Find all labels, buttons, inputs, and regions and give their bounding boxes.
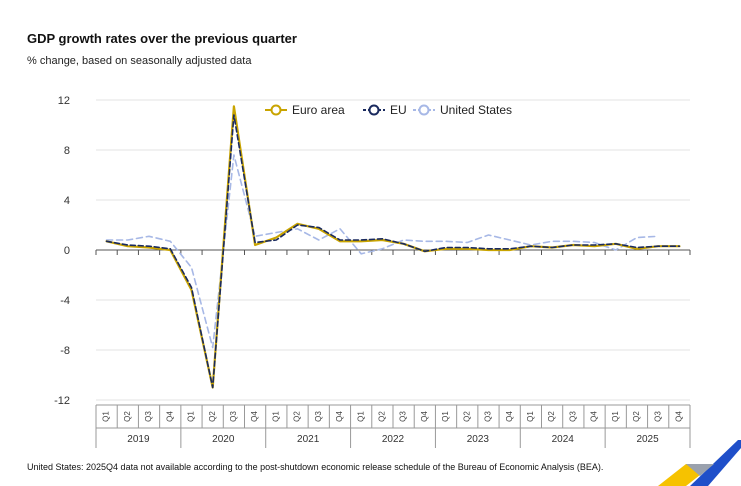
quarter-tick-label: Q4 bbox=[675, 411, 684, 422]
quarter-tick-label: Q1 bbox=[271, 411, 280, 422]
quarter-tick-label: Q4 bbox=[165, 411, 174, 422]
quarter-tick-label: Q1 bbox=[526, 411, 535, 422]
quarter-tick-label: Q3 bbox=[144, 411, 153, 422]
year-tick-label: 2024 bbox=[552, 434, 575, 445]
quarter-tick-label: Q2 bbox=[378, 411, 387, 422]
y-tick-label: -4 bbox=[60, 295, 70, 307]
quarter-tick-label: Q4 bbox=[590, 411, 599, 422]
quarter-tick-label: Q4 bbox=[250, 411, 259, 422]
y-tick-label: -8 bbox=[60, 345, 70, 357]
quarter-tick-label: Q4 bbox=[420, 411, 429, 422]
y-tick-label: -12 bbox=[54, 395, 70, 407]
y-tick-label: 0 bbox=[64, 245, 70, 257]
quarter-tick-label: Q3 bbox=[229, 411, 238, 422]
footnote: United States: 2025Q4 data not available… bbox=[27, 462, 604, 472]
legend-marker bbox=[368, 104, 380, 116]
y-tick-label: 4 bbox=[64, 195, 70, 207]
chart-subtitle: % change, based on seasonally adjusted d… bbox=[27, 55, 252, 67]
quarter-tick-label: Q1 bbox=[187, 411, 196, 422]
y-tick-label: 8 bbox=[64, 145, 70, 157]
quarter-tick-label: Q2 bbox=[547, 411, 556, 422]
chart-title: GDP growth rates over the previous quart… bbox=[27, 31, 297, 46]
quarter-tick-label: Q1 bbox=[611, 411, 620, 422]
legend-label: EU bbox=[390, 103, 407, 117]
quarter-tick-label: Q1 bbox=[102, 411, 111, 422]
quarter-tick-label: Q4 bbox=[505, 411, 514, 422]
quarter-tick-label: Q3 bbox=[653, 411, 662, 422]
legend-marker bbox=[418, 104, 430, 116]
year-tick-label: 2025 bbox=[636, 434, 659, 445]
series-line-eu bbox=[105, 114, 681, 389]
year-tick-label: 2021 bbox=[297, 434, 320, 445]
series-line-euro-area bbox=[105, 105, 681, 389]
quarter-tick-label: Q3 bbox=[484, 411, 493, 422]
year-tick-label: 2023 bbox=[467, 434, 490, 445]
logo-gray-shape bbox=[686, 464, 714, 476]
year-tick-label: 2022 bbox=[382, 434, 405, 445]
legend-marker bbox=[270, 104, 282, 116]
quarter-tick-label: Q3 bbox=[314, 411, 323, 422]
y-tick-label: 12 bbox=[58, 95, 70, 107]
series-line-united-states bbox=[105, 154, 659, 349]
quarter-tick-label: Q2 bbox=[462, 411, 471, 422]
quarter-tick-label: Q1 bbox=[441, 411, 450, 422]
quarter-tick-label: Q2 bbox=[208, 411, 217, 422]
quarter-tick-label: Q2 bbox=[632, 411, 641, 422]
eurostat-logo bbox=[658, 440, 741, 486]
logo-blue-shape bbox=[690, 440, 741, 486]
quarter-tick-label: Q2 bbox=[123, 411, 132, 422]
quarter-tick-label: Q1 bbox=[356, 411, 365, 422]
quarter-tick-label: Q3 bbox=[568, 411, 577, 422]
quarter-tick-label: Q3 bbox=[399, 411, 408, 422]
quarter-tick-label: Q4 bbox=[335, 411, 344, 422]
quarter-tick-label: Q2 bbox=[293, 411, 302, 422]
legend-label: United States bbox=[440, 103, 512, 117]
year-tick-label: 2019 bbox=[127, 434, 150, 445]
year-tick-label: 2020 bbox=[212, 434, 235, 445]
legend-label: Euro area bbox=[292, 103, 345, 117]
